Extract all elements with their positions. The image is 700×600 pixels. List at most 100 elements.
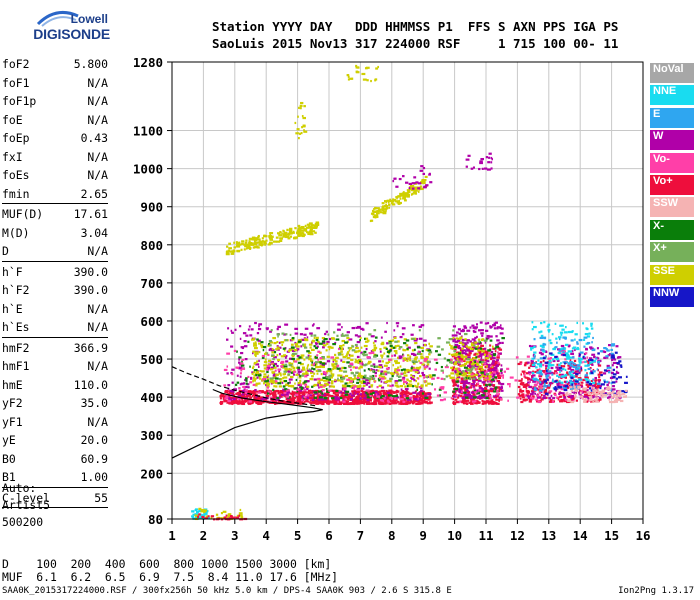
echo-point xyxy=(457,371,460,374)
echo-point xyxy=(321,392,324,395)
echo-point xyxy=(615,366,618,369)
echo-point xyxy=(236,392,239,395)
echo-point xyxy=(406,370,409,373)
echo-point xyxy=(463,366,468,369)
echo-point xyxy=(266,383,270,386)
echo-point xyxy=(259,377,262,380)
echo-point xyxy=(271,371,274,374)
echo-point xyxy=(246,383,250,386)
echo-point xyxy=(295,236,299,239)
echo-point xyxy=(522,385,527,388)
echo-point xyxy=(344,334,349,337)
echo-point xyxy=(436,376,440,380)
legend-item: SSE xyxy=(650,264,694,285)
echo-point xyxy=(317,369,322,373)
echo-point xyxy=(602,372,607,375)
echo-point xyxy=(325,377,329,380)
echo-point xyxy=(242,385,246,389)
echo-point xyxy=(236,366,239,369)
echo-point xyxy=(411,192,414,196)
echo-point xyxy=(608,344,612,347)
echo-point xyxy=(556,382,560,385)
echo-point xyxy=(476,382,480,385)
echo-point xyxy=(358,349,361,352)
echo-point xyxy=(530,360,534,363)
echo-point xyxy=(394,397,397,400)
echo-point xyxy=(469,369,473,372)
echo-point xyxy=(450,347,454,350)
echo-point xyxy=(276,345,279,348)
echo-point xyxy=(419,169,424,172)
echo-point xyxy=(554,370,558,373)
legend-item: Vo- xyxy=(650,152,694,173)
echo-point xyxy=(238,367,243,370)
echo-point xyxy=(386,391,390,394)
echo-point xyxy=(495,343,499,347)
echo-point xyxy=(402,368,406,371)
echo-point xyxy=(394,384,399,387)
echo-point xyxy=(328,378,332,381)
echo-point xyxy=(463,326,468,329)
echo-point xyxy=(424,396,429,399)
echo-point xyxy=(455,401,460,404)
echo-point xyxy=(292,373,296,376)
echo-point xyxy=(349,77,353,80)
echo-point xyxy=(489,344,492,347)
echo-point xyxy=(297,137,300,140)
echo-point xyxy=(346,352,350,355)
echo-point xyxy=(383,393,388,396)
echo-point xyxy=(258,351,261,354)
echo-point xyxy=(599,393,604,396)
echo-point xyxy=(496,379,501,383)
echo-point xyxy=(351,345,355,348)
echo-point xyxy=(299,232,303,235)
echo-point xyxy=(428,353,431,356)
echo-point xyxy=(464,381,469,385)
echo-point xyxy=(270,382,273,385)
echo-point xyxy=(365,379,369,382)
echo-point xyxy=(538,365,543,368)
echo-point xyxy=(597,364,602,367)
echo-point xyxy=(465,165,468,168)
echo-point xyxy=(529,394,532,397)
echo-point xyxy=(241,389,246,393)
echo-point xyxy=(471,372,474,375)
echo-point xyxy=(354,360,358,364)
echo-point xyxy=(592,336,594,340)
echo-point xyxy=(198,513,201,516)
echo-point xyxy=(586,381,590,384)
echo-point xyxy=(580,369,583,372)
echo-point xyxy=(313,396,317,399)
echo-point xyxy=(378,390,382,393)
echo-point xyxy=(497,375,499,378)
echo-point xyxy=(558,363,561,366)
echo-point xyxy=(369,402,372,405)
echo-point xyxy=(450,397,453,400)
param-value: 390.0 xyxy=(73,283,108,297)
echo-point xyxy=(298,389,303,392)
echo-point xyxy=(277,368,282,371)
echo-point xyxy=(392,397,396,400)
echo-point xyxy=(465,377,470,380)
echo-point xyxy=(376,214,379,217)
echo-point xyxy=(560,333,563,336)
echo-point xyxy=(305,370,308,373)
echo-point xyxy=(328,400,331,403)
echo-point xyxy=(356,392,359,396)
echo-point xyxy=(398,177,402,181)
legend-item: SSW xyxy=(650,197,694,218)
echo-point xyxy=(274,369,277,372)
echo-point xyxy=(410,333,414,336)
echo-point xyxy=(536,371,539,374)
echo-point xyxy=(422,397,426,400)
echo-point xyxy=(249,381,253,384)
echo-point xyxy=(414,337,417,340)
echo-point xyxy=(304,327,309,330)
echo-point xyxy=(560,387,564,391)
echo-point xyxy=(570,400,575,404)
echo-point xyxy=(544,361,549,364)
echo-point xyxy=(470,348,474,351)
echo-point xyxy=(596,397,600,400)
echo-point xyxy=(497,351,499,354)
echo-point xyxy=(480,157,485,161)
